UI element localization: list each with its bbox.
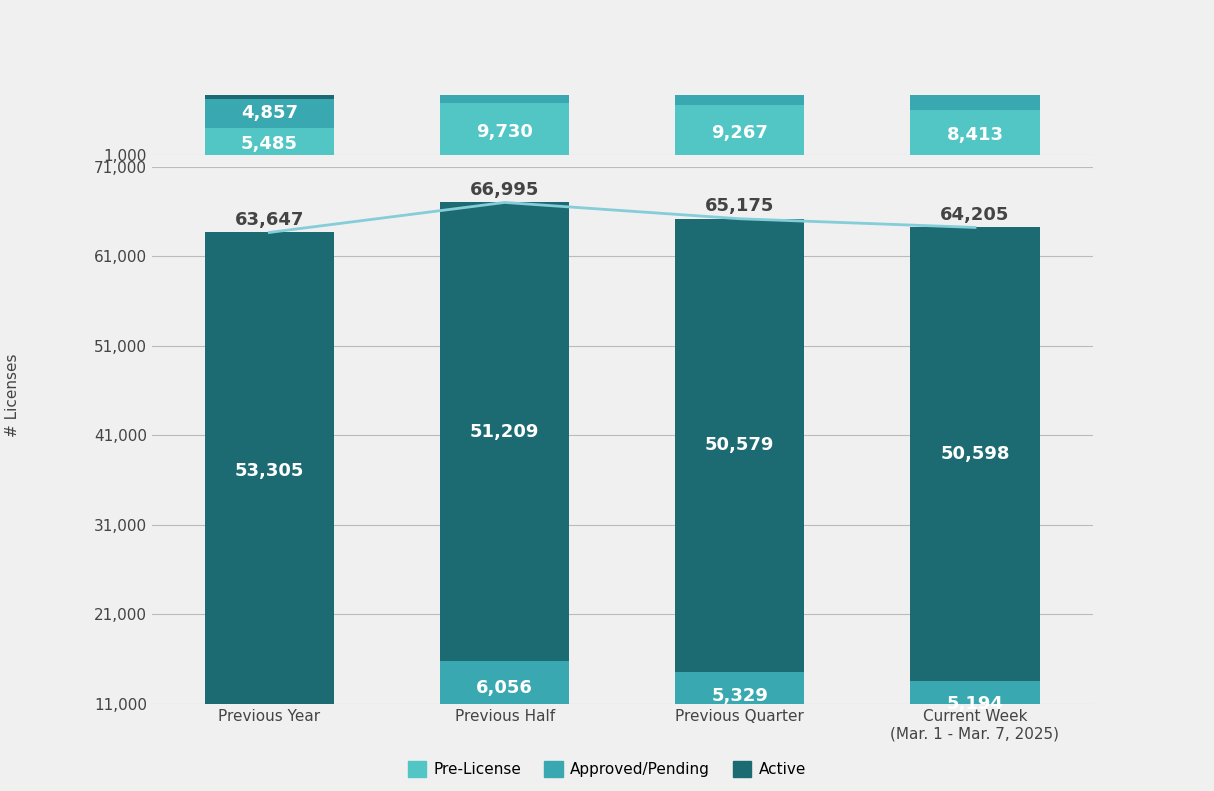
Bar: [910, 228, 1039, 680]
Bar: [910, 727, 1039, 791]
Text: # Licenses: # Licenses: [5, 354, 19, 437]
Bar: [439, 715, 569, 791]
Bar: [675, 74, 805, 105]
Text: 63,647: 63,647: [234, 211, 304, 229]
Bar: [910, 0, 1039, 79]
Text: 9,730: 9,730: [476, 123, 533, 141]
Text: 51,209: 51,209: [470, 422, 539, 441]
Bar: [205, 710, 334, 753]
Text: 65,175: 65,175: [705, 197, 775, 215]
Text: 6,056: 6,056: [476, 679, 533, 697]
Bar: [675, 0, 805, 74]
Text: 8,413: 8,413: [947, 127, 1004, 145]
Bar: [910, 680, 1039, 727]
Text: 50,579: 50,579: [705, 437, 775, 454]
Legend: Pre-License, Approved/Pending, Active: Pre-License, Approved/Pending, Active: [402, 755, 812, 783]
Text: 50,598: 50,598: [941, 445, 1010, 463]
Text: 9,267: 9,267: [711, 124, 768, 142]
Bar: [675, 672, 805, 720]
Text: 5,194: 5,194: [947, 695, 1004, 713]
Bar: [910, 79, 1039, 111]
Bar: [439, 0, 569, 66]
Bar: [675, 219, 805, 672]
Bar: [439, 66, 569, 103]
Bar: [675, 105, 805, 161]
Text: 5,329: 5,329: [711, 687, 768, 705]
Bar: [205, 128, 334, 161]
Bar: [675, 720, 805, 791]
Text: 4,857: 4,857: [240, 104, 297, 123]
Text: 64,205: 64,205: [941, 206, 1010, 224]
Bar: [439, 202, 569, 661]
Text: 53,305: 53,305: [234, 462, 304, 480]
Bar: [910, 111, 1039, 161]
Text: 5,485: 5,485: [240, 135, 297, 153]
Bar: [205, 99, 334, 128]
Bar: [205, 753, 334, 791]
Text: 66,995: 66,995: [470, 181, 539, 199]
Bar: [205, 233, 334, 710]
Bar: [205, 0, 334, 99]
Bar: [439, 661, 569, 715]
Bar: [439, 103, 569, 161]
